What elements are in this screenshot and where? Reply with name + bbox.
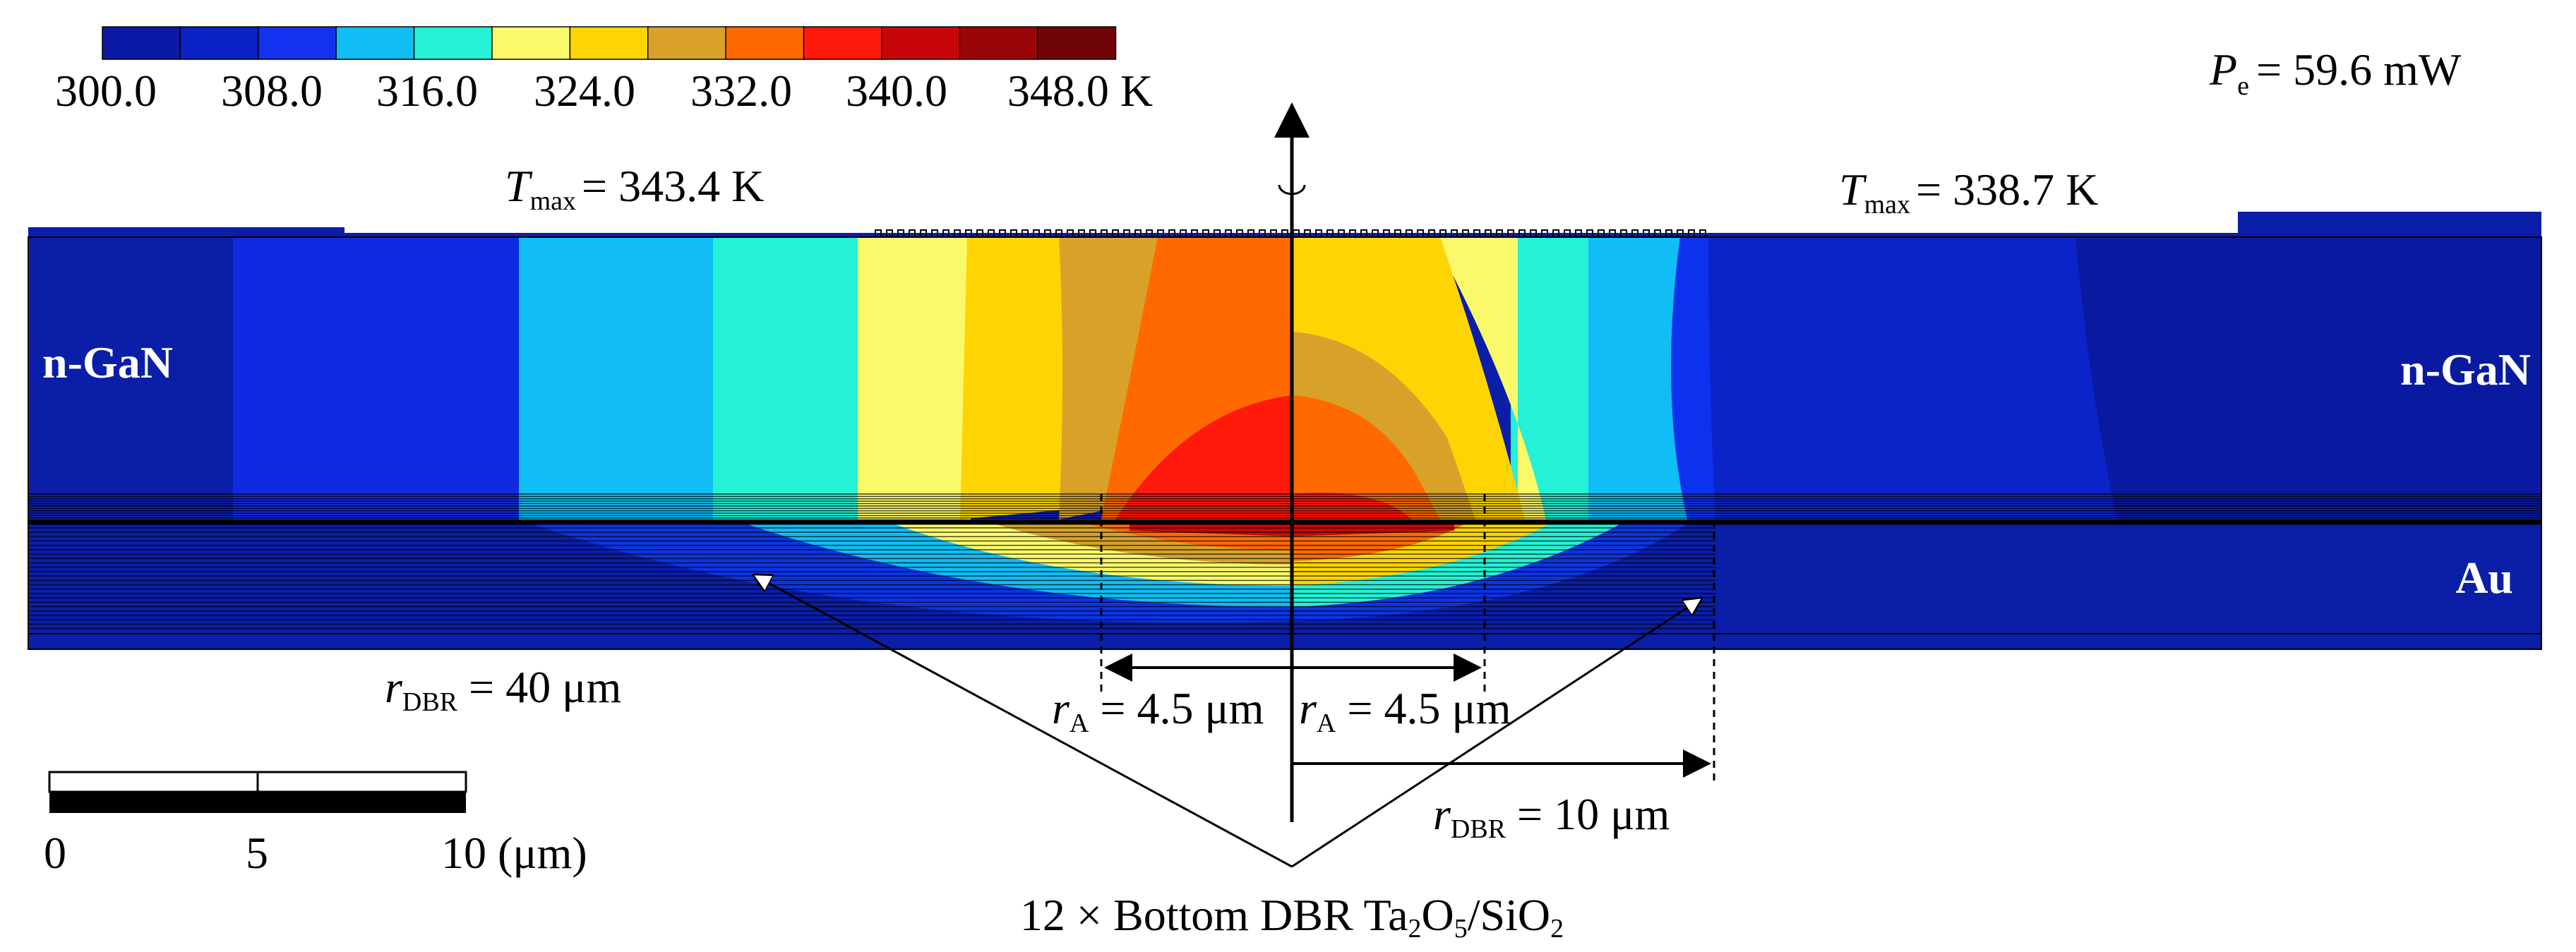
- colorbar-tick-label: 340.0: [846, 66, 947, 116]
- scale-bar: 0 5 10 (μm): [44, 771, 587, 878]
- dbr-layer-lines: [28, 493, 2541, 629]
- dbr-pointer-right: [1291, 598, 1701, 868]
- colorbar-swatch: [569, 26, 649, 60]
- colorbar-swatch: [413, 26, 493, 60]
- tmax-left-label: Tmax = 343.4 K: [505, 161, 764, 216]
- ra-right-label: rA = 4.5 μm: [1299, 683, 1511, 738]
- colorbar-tick-label: 332.0: [690, 66, 792, 116]
- dbr-pointer-left: [754, 575, 1293, 868]
- colorbar-tick-label: 324.0: [534, 66, 635, 116]
- colorbar-swatch: [335, 26, 415, 60]
- colorbar-tick-label: 316.0: [376, 66, 478, 116]
- colorbar-swatch: [959, 26, 1038, 60]
- colorbar-tick-label: 348.0 K: [1007, 66, 1153, 116]
- band-300-right: [2075, 237, 2541, 522]
- rdbr-right-label: rDBR = 10 μm: [1433, 789, 1670, 844]
- colorbar-swatch: [179, 26, 260, 60]
- scale-tick-10: 10 (μm): [441, 828, 587, 878]
- colorbar-swatch: [647, 26, 727, 60]
- rotation-icon: [1278, 184, 1306, 195]
- colorbar-swatch: [491, 26, 571, 60]
- colorbar-swatch: [258, 26, 337, 60]
- band-320-left: [713, 237, 861, 519]
- rdbr-left-label: rDBR = 40 μm: [385, 662, 621, 717]
- scale-bar-bottom: [49, 792, 466, 813]
- ra-left-label: rA = 4.5 μm: [1052, 683, 1264, 738]
- band-324-right: [1433, 237, 1546, 519]
- left-contact-step: [28, 227, 345, 237]
- au-label: Au: [2455, 553, 2513, 603]
- colorbar-tick-label: 308.0: [221, 66, 323, 116]
- right-contact-step: [2238, 212, 2541, 237]
- tmax-right-label: Tmax = 338.7 K: [1839, 164, 2098, 219]
- dbr-caption: 12 × Bottom DBR Ta2O5/SiO2: [1020, 890, 1564, 944]
- colorbar-swatch: [1036, 26, 1117, 60]
- device-cross-section: [28, 212, 2542, 650]
- band-316-left: [519, 237, 717, 519]
- colorbar-swatch: [725, 26, 805, 60]
- colorbar-ticks: 300.0 308.0 316.0 324.0 332.0 340.0 348.0 K: [55, 66, 1153, 116]
- band-324-left: [858, 237, 971, 519]
- band-336-right: [1292, 395, 1440, 519]
- colorbar-swatch: [102, 26, 181, 60]
- device-outline: [28, 236, 2542, 650]
- colorbar-swatch: [803, 26, 883, 60]
- band-312-right: [1671, 237, 1715, 519]
- band-308-left: [233, 237, 522, 519]
- n-gan-left-label: n-GaN: [42, 337, 173, 387]
- scale-tick-5: 5: [246, 828, 268, 878]
- colorbar-tick-label: 300.0: [55, 66, 157, 116]
- hot-core-left: [1115, 395, 1292, 519]
- power-label: Pe = 59.6 mW: [2209, 44, 2462, 101]
- temperature-colorbar: [102, 26, 1117, 60]
- band-328-left: [960, 237, 1080, 519]
- scale-tick-0: 0: [44, 828, 66, 878]
- colorbar-swatch: [881, 26, 961, 60]
- n-gan-right-label: n-GaN: [2400, 344, 2531, 394]
- band-332-left: [1059, 237, 1172, 519]
- au-region: [1715, 529, 2541, 649]
